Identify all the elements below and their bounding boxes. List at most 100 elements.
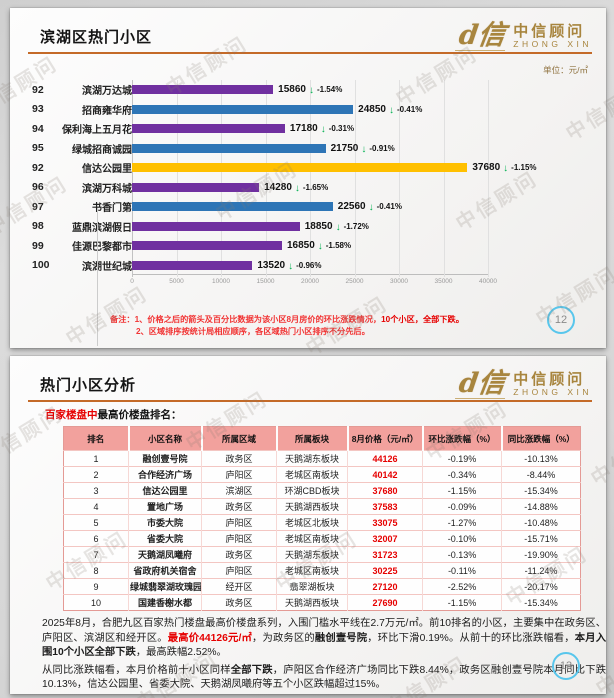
chart-change-pct: -1.72% (343, 221, 369, 231)
table-cell: 老城区南板块 (276, 530, 348, 547)
chart-row-name: 滨湖万达城 (82, 86, 132, 98)
chart-bar (132, 182, 260, 192)
chart-value-label: 13520 ↓ -0.96% (257, 260, 321, 272)
table-cell: 市委大院 (128, 514, 202, 531)
chart-row-name: 招商雍华府 (82, 105, 132, 117)
table-cell: 庐阳区 (201, 514, 277, 531)
chart-row-name: 保利海上五月花 (62, 125, 132, 137)
chart-change-pct: -1.54% (316, 85, 343, 95)
table-cell: 10 (63, 594, 129, 611)
chart-bar (132, 124, 285, 134)
chart-bar (132, 85, 274, 95)
brand-logo-text: 中信顾问 ZHONG XIN (513, 24, 592, 49)
chart-x-axis: 0 5000 10000 15000 20000 25000 30000 35000 40000 (130, 278, 497, 290)
table-cell: 4 (63, 498, 129, 515)
table-row: 1 融创壹号院 政务区 天鹅湖东板块 44126 -0.19% -10.13% (63, 450, 581, 467)
analysis-paragraph-1: 2025年8月，合肥九区百家热门楼盘最高价楼盘系列，入围门槛水平线在2.7万元/… (42, 617, 606, 661)
chart-bar (132, 163, 468, 173)
chart-row: 96 滨湖万科城 14280 ↓ -1.65% (10, 178, 606, 198)
text-segment: ，最高跌幅2.52%。 (135, 647, 227, 659)
table-row: 6 省委大院 庐阳区 老城区南板块 32007 -0.10% -15.71% (63, 530, 581, 547)
chart-value-label: 18850 ↓ -1.72% (304, 220, 369, 233)
chart-value: 37680 (472, 162, 501, 174)
chart-change-pct: -0.31% (328, 124, 355, 134)
table-row: 9 绿城翡翠湖玫瑰园 经开区 翡翠湖板块 27120 -2.52% -20.17% (63, 578, 581, 595)
table-cell: 2 (63, 466, 129, 483)
chart-row: 99 佳源巴黎都市 16850 ↓ -1.58% (10, 236, 606, 256)
chart-row-name: 蓝鼎滨湖假日 (72, 222, 132, 234)
table-row: 3 信达公园里 滨湖区 环湖CBD板块 37680 -1.15% -15.34% (63, 482, 581, 499)
chart-frame-line (97, 208, 98, 346)
chart-value: 22560 (337, 201, 366, 213)
chart-value-label: 37680 ↓ -1.15% (472, 162, 536, 175)
chart-value-label: 22560 ↓ -0.41% (337, 201, 402, 213)
table-cell: 天鹅湖西板块 (276, 498, 348, 515)
table-cell: -15.34% (501, 482, 581, 499)
text-segment: ，环比下滑0.19%。从前十的环比涨跌幅看， (367, 632, 575, 644)
analysis-text: 2025年8月，合肥九区百家热门楼盘最高价楼盘系列，入围门槛水平线在2.7万元/… (42, 617, 606, 693)
chart-value-label: 24850 ↓ -0.41% (358, 104, 422, 116)
chart-row-rank: 99 (32, 239, 44, 252)
table-cell: 滨湖区 (201, 482, 277, 499)
chart-row: 97 书香门第 22560 ↓ -0.41% (10, 197, 606, 217)
table-cell: 6 (63, 530, 129, 547)
chart-axis-tick-label: 5000 (169, 278, 184, 285)
brand-name-en: ZHONG XIN (513, 38, 592, 49)
chart-row-name: 佳源巴黎都市 (72, 242, 132, 254)
chart-value: 18850 (304, 220, 333, 232)
chart-bar (132, 202, 333, 212)
chart-row: 100 滨湖世纪城 13520 ↓ -0.96% (10, 256, 606, 276)
chart-row-name: 绿城招商诚园 (72, 144, 132, 156)
table-cell: -0.10% (422, 530, 502, 547)
chart-row-plot: 13520 ↓ -0.96% (132, 260, 488, 272)
chart-row-rank: 94 (32, 122, 44, 135)
table-cell: 8 (63, 562, 129, 579)
down-arrow-icon: ↓ (503, 163, 509, 175)
chart-gridline (399, 80, 400, 277)
note-2-text: 2、区域排序按统计局相应顺序，各区域热门小区排序不分先后。 (136, 327, 370, 337)
table-cell: 33075 (347, 514, 423, 531)
title-divider (28, 400, 592, 402)
chart-bar (132, 221, 300, 231)
text-segment: 从同比涨跌幅看，本月价格前十小区同样 (42, 664, 231, 676)
table-cell: 37583 (347, 498, 423, 515)
chart-row-rank: 100 (32, 259, 50, 272)
chart-row: 98 蓝鼎滨湖假日 18850 ↓ -1.72% (10, 217, 606, 237)
chart-row: 94 保利海上五月花 17180 ↓ -0.31% (10, 119, 606, 139)
table-cell: 天鹅湖东板块 (276, 546, 348, 563)
slide-13-header: 热门小区分析 d信 中信顾问 ZHONG XIN (10, 366, 606, 404)
chart-row-plot: 14280 ↓ -1.65% (132, 182, 488, 194)
brand-logo: d信 中信顾问 ZHONG XIN (455, 368, 592, 399)
down-arrow-icon: ↓ (335, 221, 341, 233)
chart-value: 17180 (289, 123, 318, 135)
title-divider (28, 52, 592, 54)
chart-gridline (132, 80, 133, 277)
chart-change-pct: -1.58% (325, 241, 352, 251)
chart-row-plot: 22560 ↓ -0.41% (132, 201, 488, 213)
chart-value: 15860 (278, 84, 306, 96)
table-cell: 天鹅湖凤曦府 (128, 546, 202, 563)
subtitle-rest: 最高价楼盘排名： (97, 409, 182, 421)
chart-gridline (221, 80, 222, 277)
table-cell: -0.34% (422, 466, 502, 483)
down-arrow-icon: ↓ (294, 182, 300, 194)
chart-row-plot: 37680 ↓ -1.15% (132, 162, 537, 174)
chart-value: 16850 (286, 240, 315, 252)
chart-row: 93 招商雍华府 24850 ↓ -0.41% (10, 100, 606, 120)
table-header-cell: 8月价格（元/㎡） (346, 426, 423, 451)
chart-change-pct: -0.41% (376, 202, 402, 212)
table-cell: 5 (63, 514, 129, 531)
chart-axis-tick-label: 40000 (478, 278, 498, 285)
chart-row-rank: 92 (32, 83, 44, 96)
chart-gridline (310, 80, 311, 277)
down-arrow-icon: ↓ (317, 241, 323, 253)
note-1-text: 1、价格之后的箭头及百分比数据为该小区8月房价的环比涨跌情况，10个小区，全部下… (135, 315, 464, 324)
chart-row-plot: 18850 ↓ -1.72% (132, 220, 488, 233)
slide-13: 热门小区分析 d信 中信顾问 ZHONG XIN 百家楼盘中最高价楼盘排名： 排… (10, 356, 606, 694)
chart-value-label: 15860 ↓ -1.54% (278, 84, 343, 96)
table-cell: 31723 (347, 546, 423, 563)
table-cell: -11.24% (501, 562, 581, 579)
chart-row-rank: 93 (32, 103, 44, 116)
table-cell: -10.13% (501, 450, 581, 467)
